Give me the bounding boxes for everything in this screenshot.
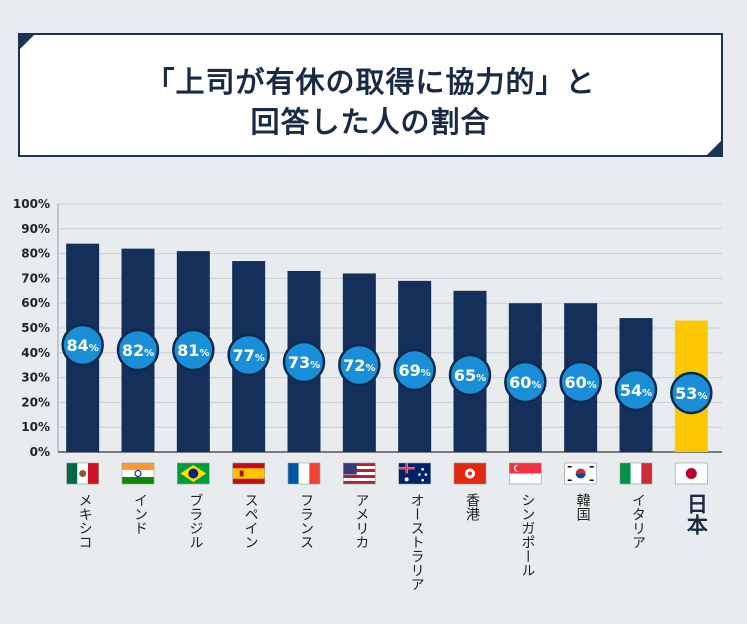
y-tick-label: 90% [21,222,50,236]
data-label-circle [504,360,547,404]
title-box: 「上司が有休の取得に協力的」と 回答した人の割合 [18,33,723,157]
y-tick-label: 30% [21,371,50,385]
y-tick-label: 20% [21,395,50,409]
brazil-flag-icon [177,462,210,485]
corner-decoration [705,139,723,157]
data-label-circle [448,353,492,397]
category-label: 韓国 [574,493,591,521]
y-tick-label: 50% [21,321,50,335]
data-label: 81% [177,341,209,360]
italy-flag-icon [619,462,653,485]
category-label: フランス [298,493,314,549]
category-label: 日本 [684,493,709,535]
y-tick-label: 60% [21,296,50,310]
chart-title-line2: 回答した人の割合 [250,105,491,139]
data-label-circle [227,333,270,377]
data-label-circle [172,328,215,372]
chart-title-line1: 「上司が有休の取得に協力的」と [145,65,596,99]
data-label: 73% [288,353,320,372]
australia-flag-icon [398,462,431,485]
france-flag-icon [287,462,321,485]
usa-flag-icon [343,462,376,485]
y-tick-label: 100% [13,197,50,211]
category-label: オーストラリア [408,493,425,591]
y-tick-label: 40% [21,346,50,360]
data-label-circle [393,348,436,392]
singapore-flag-icon [509,462,542,485]
india-flag-icon [121,462,155,485]
data-label-circle [61,323,104,367]
data-label-circle [338,343,381,387]
data-label: 60% [509,373,541,392]
data-label: 84% [67,336,99,355]
mexico-flag-icon [66,462,99,485]
data-label: 82% [122,341,154,360]
category-label: イタリア [630,493,646,549]
data-label-circle [614,368,658,412]
y-tick-label: 0% [30,445,50,459]
data-label: 54% [620,381,652,400]
category-label: シンガポール [519,493,536,577]
japan-flag-icon [675,462,708,485]
category-label: インド [132,493,148,535]
y-tick-label: 80% [21,247,50,261]
data-label: 60% [565,373,597,392]
korea-flag-icon [564,462,597,485]
category-label: スペイン [242,493,259,549]
category-label: ブラジル [187,493,204,549]
data-label: 65% [454,366,486,385]
category-label: アメリカ [353,493,370,549]
y-tick-label: 10% [21,420,50,434]
hong-kong-flag-icon [453,462,487,485]
data-label-circle [282,340,326,384]
corner-decoration [18,33,36,51]
y-tick-label: 70% [21,271,50,285]
data-label: 72% [343,356,375,375]
category-label: 香港 [464,493,480,521]
data-label-circle [559,360,602,404]
data-label: 53% [675,384,707,403]
category-label: メキシコ [76,493,93,549]
data-label-circle [116,328,160,372]
spain-flag-icon [232,462,265,485]
data-label-circle [670,371,713,415]
data-label: 77% [233,346,265,365]
data-label: 69% [399,361,431,380]
